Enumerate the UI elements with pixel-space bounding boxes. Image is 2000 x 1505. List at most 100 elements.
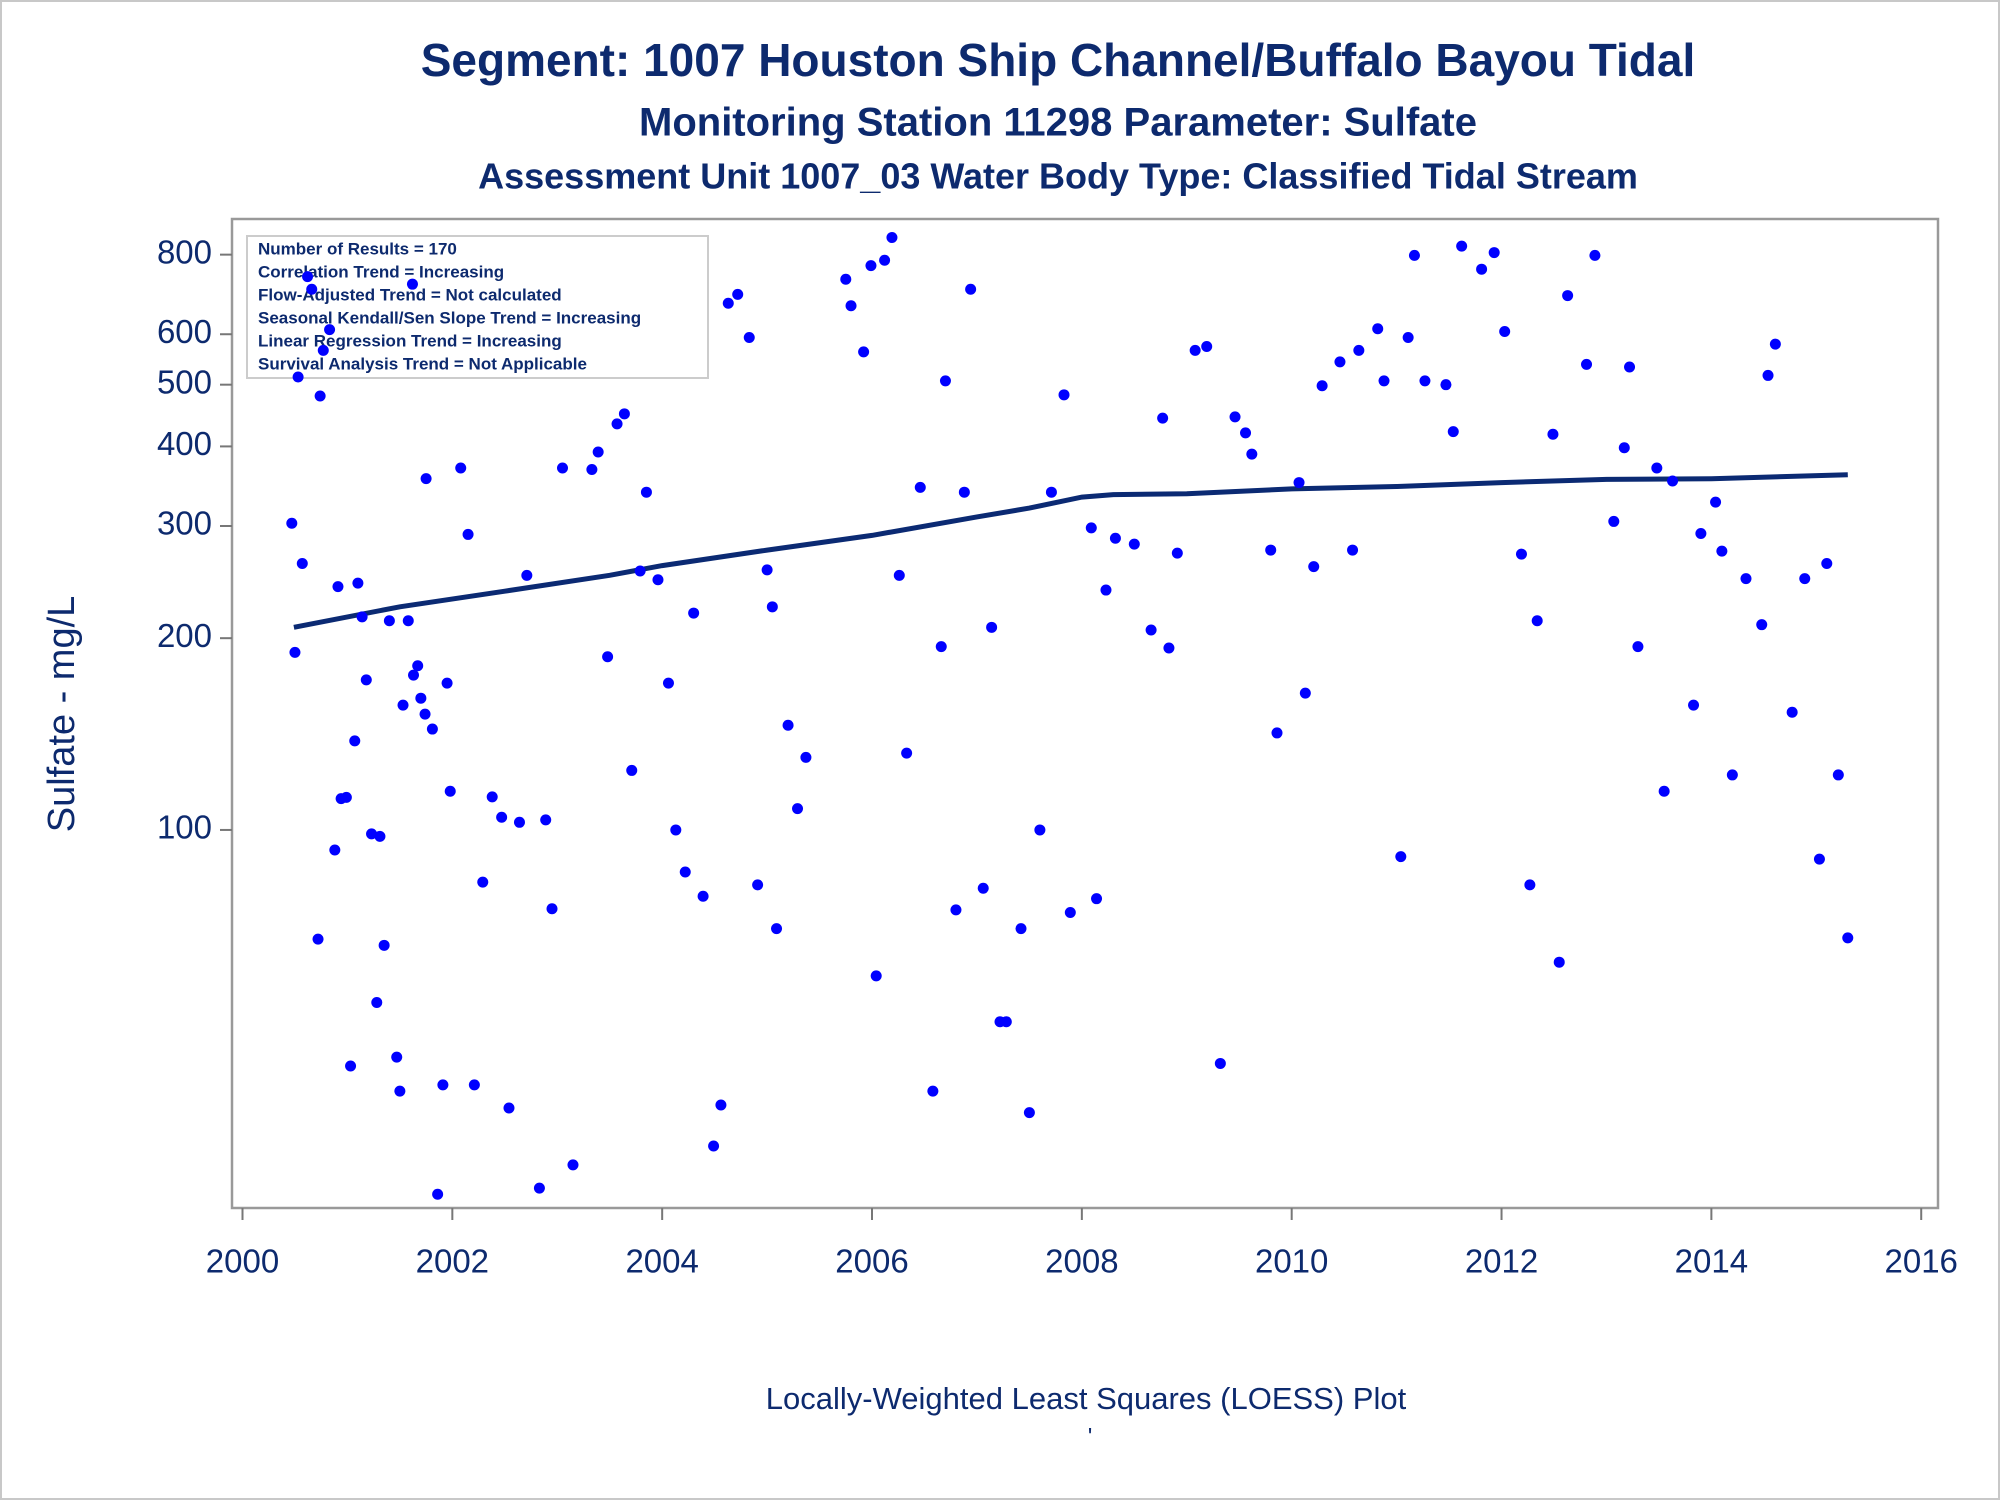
data-point — [1456, 240, 1468, 252]
data-point — [289, 646, 301, 658]
data-point — [1524, 879, 1536, 891]
data-point — [935, 641, 947, 653]
data-point — [1515, 548, 1527, 560]
data-point — [1618, 442, 1630, 454]
data-point — [634, 565, 646, 577]
data-point — [1608, 515, 1620, 527]
y-tick-label: 500 — [157, 363, 212, 400]
data-point — [697, 890, 709, 902]
data-point — [477, 876, 489, 888]
data-point — [324, 324, 336, 336]
data-point — [939, 375, 951, 387]
data-point — [1334, 356, 1346, 368]
data-point — [314, 390, 326, 402]
data-point — [1740, 573, 1752, 585]
data-point — [397, 699, 409, 711]
data-point — [752, 879, 764, 891]
data-point — [1085, 522, 1097, 534]
x-tick-label: 2006 — [835, 1243, 908, 1280]
data-point — [432, 1188, 444, 1200]
data-point — [640, 486, 652, 498]
data-point — [1769, 338, 1781, 350]
data-point — [958, 486, 970, 498]
data-point — [1293, 477, 1305, 489]
data-point — [708, 1140, 720, 1152]
info-text: Linear Regression Trend = Increasing — [258, 331, 562, 350]
data-point — [662, 677, 674, 689]
data-point — [1447, 426, 1459, 438]
data-point — [1100, 584, 1112, 596]
data-point — [977, 882, 989, 894]
data-point — [1157, 412, 1169, 424]
data-point — [402, 615, 414, 627]
info-text: Number of Results = 170 — [258, 239, 457, 258]
data-point — [329, 844, 341, 856]
data-point — [743, 331, 755, 343]
data-point — [1651, 462, 1663, 474]
data-point — [1214, 1057, 1226, 1069]
data-point — [1189, 344, 1201, 356]
data-point — [378, 939, 390, 951]
data-point — [1372, 323, 1384, 335]
data-point — [1799, 573, 1811, 585]
data-point — [1045, 486, 1057, 498]
data-point — [1395, 851, 1407, 863]
info-text: Flow-Adjusted Trend = Not calculated — [258, 285, 562, 304]
x-tick-label: 2016 — [1885, 1243, 1958, 1280]
data-point — [1531, 615, 1543, 627]
data-point — [1015, 923, 1027, 935]
data-point — [556, 462, 568, 474]
data-point — [306, 283, 318, 295]
footnote: Locally-Weighted Least Squares (LOESS) P… — [766, 1381, 1407, 1416]
data-point — [356, 611, 368, 623]
data-point — [840, 273, 852, 285]
data-point — [1716, 545, 1728, 557]
data-point — [352, 577, 364, 589]
data-point — [1402, 331, 1414, 343]
data-point — [626, 764, 638, 776]
data-point — [1145, 624, 1157, 636]
data-point — [1581, 358, 1593, 370]
data-point — [1064, 907, 1076, 919]
data-point — [1488, 247, 1500, 259]
data-point — [366, 828, 378, 840]
data-point — [722, 297, 734, 309]
x-tick-label: 2000 — [206, 1243, 279, 1280]
data-point — [513, 816, 525, 828]
data-point — [1832, 769, 1844, 781]
data-point — [317, 344, 329, 356]
data-point — [1171, 547, 1183, 559]
data-point — [496, 811, 508, 823]
data-point — [1316, 380, 1328, 392]
data-point — [437, 1079, 449, 1091]
plot-frame — [230, 217, 1940, 1210]
chart-title: Segment: 1007 Houston Ship Channel/Buffa… — [421, 34, 1696, 86]
data-point — [296, 557, 308, 569]
data-point — [1658, 785, 1670, 797]
data-point — [865, 260, 877, 272]
data-point — [845, 300, 857, 312]
x-tick-label: 2012 — [1465, 1243, 1538, 1280]
data-point — [503, 1102, 515, 1114]
data-point — [349, 735, 361, 747]
data-point — [441, 677, 453, 689]
data-point — [1813, 853, 1825, 865]
data-point — [732, 288, 744, 300]
data-point — [468, 1079, 480, 1091]
data-point — [652, 574, 664, 586]
data-point — [715, 1099, 727, 1111]
data-point — [292, 371, 304, 383]
data-point — [1308, 561, 1320, 573]
data-point — [360, 674, 372, 686]
data-point — [412, 660, 424, 672]
data-point — [1440, 379, 1452, 391]
data-point — [1058, 389, 1070, 401]
data-point — [540, 814, 552, 826]
x-tick-label: 2004 — [625, 1243, 698, 1280]
data-point — [1271, 727, 1283, 739]
data-point — [586, 463, 598, 475]
data-point — [858, 346, 870, 358]
data-point — [340, 791, 352, 803]
data-point — [1821, 557, 1833, 569]
